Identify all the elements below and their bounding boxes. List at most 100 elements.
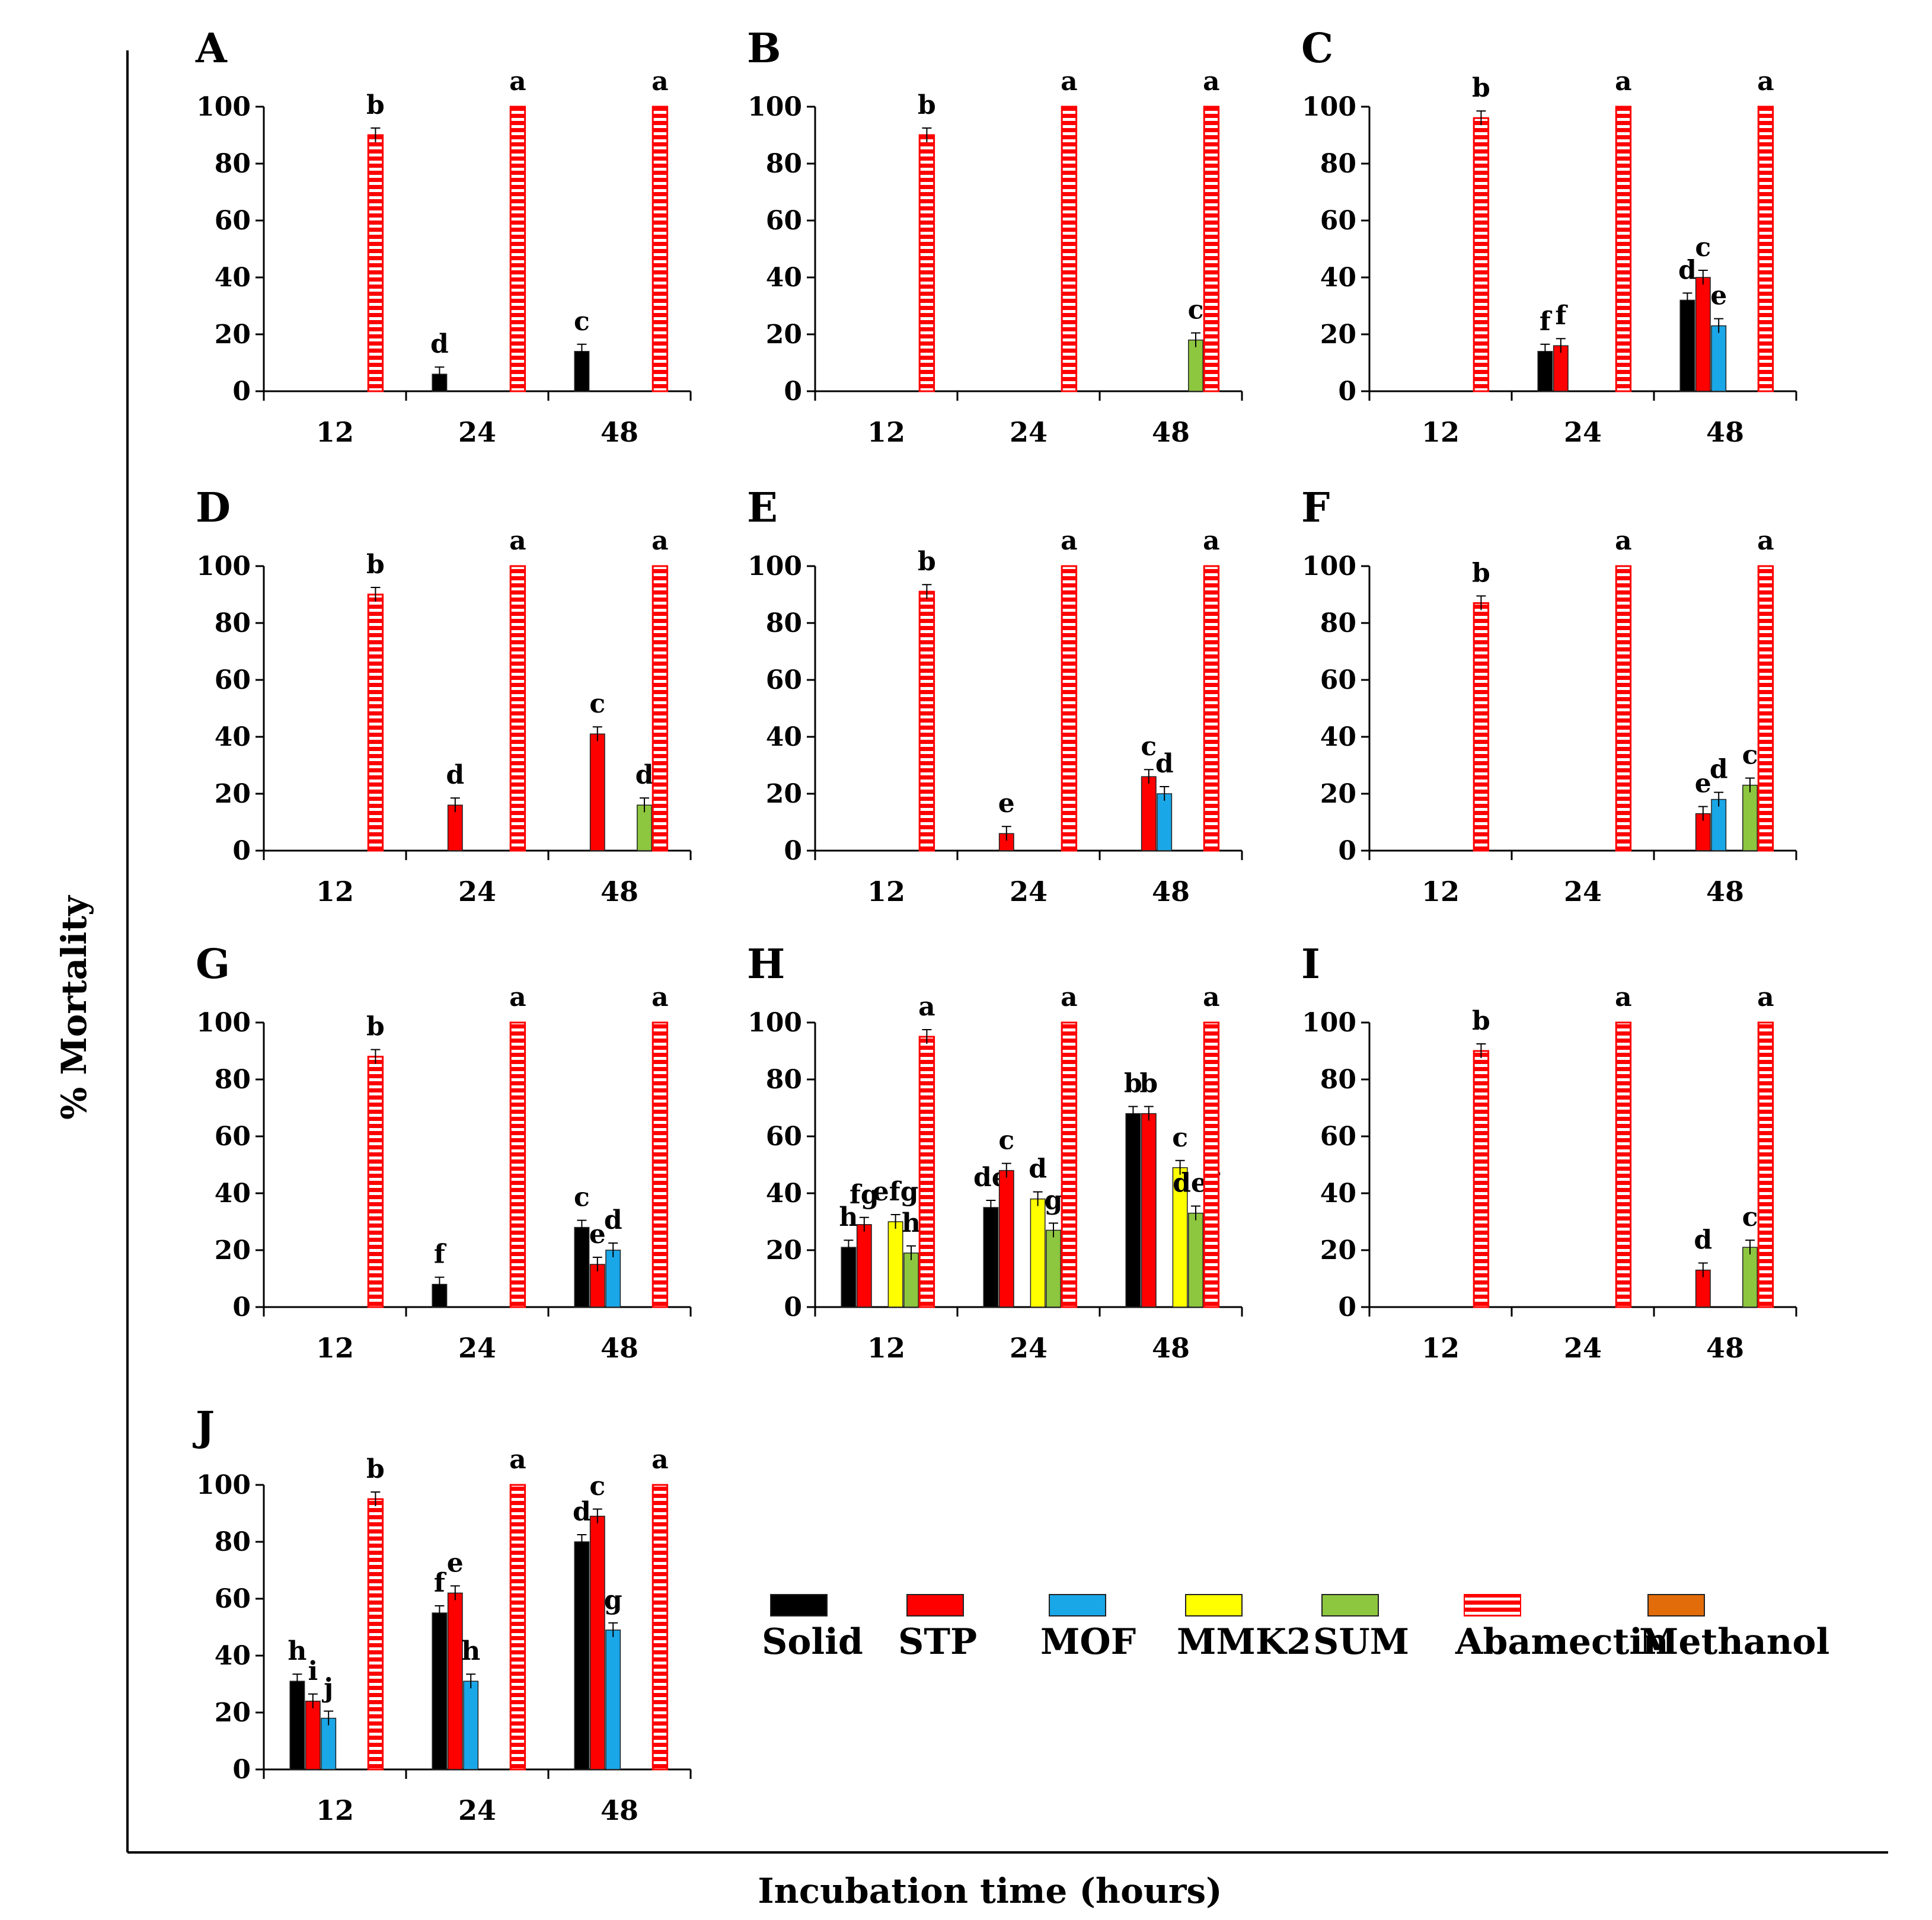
chart-panel-b: B 0 20 40 60 80 100 12 b 24 a 48 c a [747,25,1243,448]
chart-panel-g: G 0 20 40 60 80 100 12 b 24 f a 48 ced a [196,941,692,1364]
significance-label: e [1710,281,1727,311]
y-tick-label: 40 [215,263,251,293]
panel-title: B [747,25,781,72]
y-tick-label: 80 [215,1065,251,1095]
y-tick-label: 20 [766,320,802,350]
bar-abamectin-48 [1203,106,1220,392]
bar-stp-48 [1695,813,1711,851]
x-tick-label: 24 [458,1794,496,1826]
bar-mof-48 [1711,798,1727,851]
bar-stp-12 [305,1701,321,1770]
significance-label: d [636,760,654,790]
y-tick-label: 0 [232,1755,251,1785]
y-tick-label: 60 [766,206,802,236]
bar-abamectin-12 [1473,117,1490,392]
bar-abamectin-48 [1203,565,1220,852]
bar-abamectin-48 [1203,1021,1220,1308]
y-tick-label: 60 [1320,206,1356,236]
significance-label: j [321,1673,333,1704]
bar-sum-48 [1742,784,1758,851]
bar-sum-48 [637,804,652,851]
y-tick-label: 40 [766,722,802,752]
y-tick-label: 60 [766,1122,802,1152]
significance-label: b [366,1012,385,1042]
chart-panel-c: C 0 20 40 60 80 100 12 b 24 f f a 48 dce a [1301,25,1797,448]
x-tick-label: 48 [1152,1332,1190,1364]
significance-label: a [509,1445,526,1475]
legend-label: MOF [1040,1621,1136,1663]
significance-label: g [1045,1185,1063,1215]
significance-label: a [1757,982,1774,1012]
significance-label: a [1061,526,1078,556]
y-tick-label: 100 [748,551,802,582]
legend-label: Solid [762,1621,863,1663]
significance-label: d [1029,1154,1047,1184]
y-tick-label: 100 [196,1008,251,1038]
y-tick-label: 100 [748,1008,802,1038]
y-tick-label: 40 [1320,722,1356,752]
x-tick-label: 12 [1422,876,1460,908]
bar-abamectin-24 [1615,106,1632,392]
x-tick-label: 12 [867,416,905,448]
bar-sum-12 [903,1253,919,1308]
panel-title: G [196,941,230,988]
x-tick-label: 24 [458,416,496,448]
significance-label: b [918,547,936,577]
bar-solid-48 [1125,1113,1141,1308]
legend-swatch [1464,1594,1521,1616]
bar-mmk2-48 [1172,1167,1188,1308]
significance-label: a [1061,66,1078,97]
y-tick-label: 40 [215,1178,251,1209]
significance-label: e [589,1219,606,1250]
y-tick-label: 20 [1320,779,1356,809]
significance-label: a [652,526,669,556]
significance-label: i [308,1656,318,1686]
y-tick-label: 60 [1320,1122,1356,1152]
bar-abamectin-48 [1757,1021,1774,1308]
x-tick-label: 12 [867,1332,905,1364]
bar-abamectin-24 [509,1021,526,1308]
significance-label: fg [850,1180,879,1210]
y-tick-label: 0 [784,1292,802,1322]
x-tick-label: 48 [1152,416,1190,448]
panel-title: F [1301,484,1330,532]
bar-abamectin-12 [918,134,935,392]
y-tick-label: 0 [784,836,802,866]
y-tick-label: 0 [1338,376,1356,407]
bar-stp-48 [1141,1113,1157,1308]
significance-label: d [1678,255,1697,285]
significance-label: c [574,1183,590,1213]
significance-label: c [589,689,605,719]
y-tick-label: 60 [215,1122,251,1152]
bar-solid-24 [432,373,448,392]
y-tick-label: 80 [215,149,251,179]
y-tick-label: 80 [1320,608,1356,638]
x-tick-label: 12 [867,876,905,908]
panel-title: H [747,941,785,988]
panel-title: D [196,484,231,532]
legend-item-stp: STP [898,1594,977,1663]
significance-label: d [604,1205,622,1235]
y-tick-label: 100 [748,92,802,122]
y-tick-label: 0 [232,376,251,407]
legend-swatch [906,1594,964,1616]
y-tick-label: 0 [784,376,802,407]
chart-panel-i: I 0 20 40 60 80 100 12 b 24 a 48 dc a [1301,941,1797,1364]
significance-label: b [1139,1069,1158,1099]
bar-solid-48 [574,1226,590,1308]
x-tick-label: 24 [1564,876,1602,908]
y-tick-label: 80 [766,149,802,179]
panel-title: J [193,1403,215,1451]
bar-abamectin-48 [1757,106,1774,392]
y-tick-label: 60 [766,665,802,695]
y-tick-label: 0 [1338,836,1356,866]
y-tick-label: 80 [1320,1065,1356,1095]
y-tick-label: 100 [196,92,251,122]
chart-panel-a: A 0 20 40 60 80 100 12 b 24 d a 48 c a [195,25,692,448]
significance-label: c [998,1126,1014,1156]
chart-panels: A 0 20 40 60 80 100 12 b 24 d a 48 c a B 0 20 40 60 80 100 12 b… [193,25,1797,1826]
significance-label: b [1472,558,1490,588]
y-tick-label: 80 [766,1065,802,1095]
